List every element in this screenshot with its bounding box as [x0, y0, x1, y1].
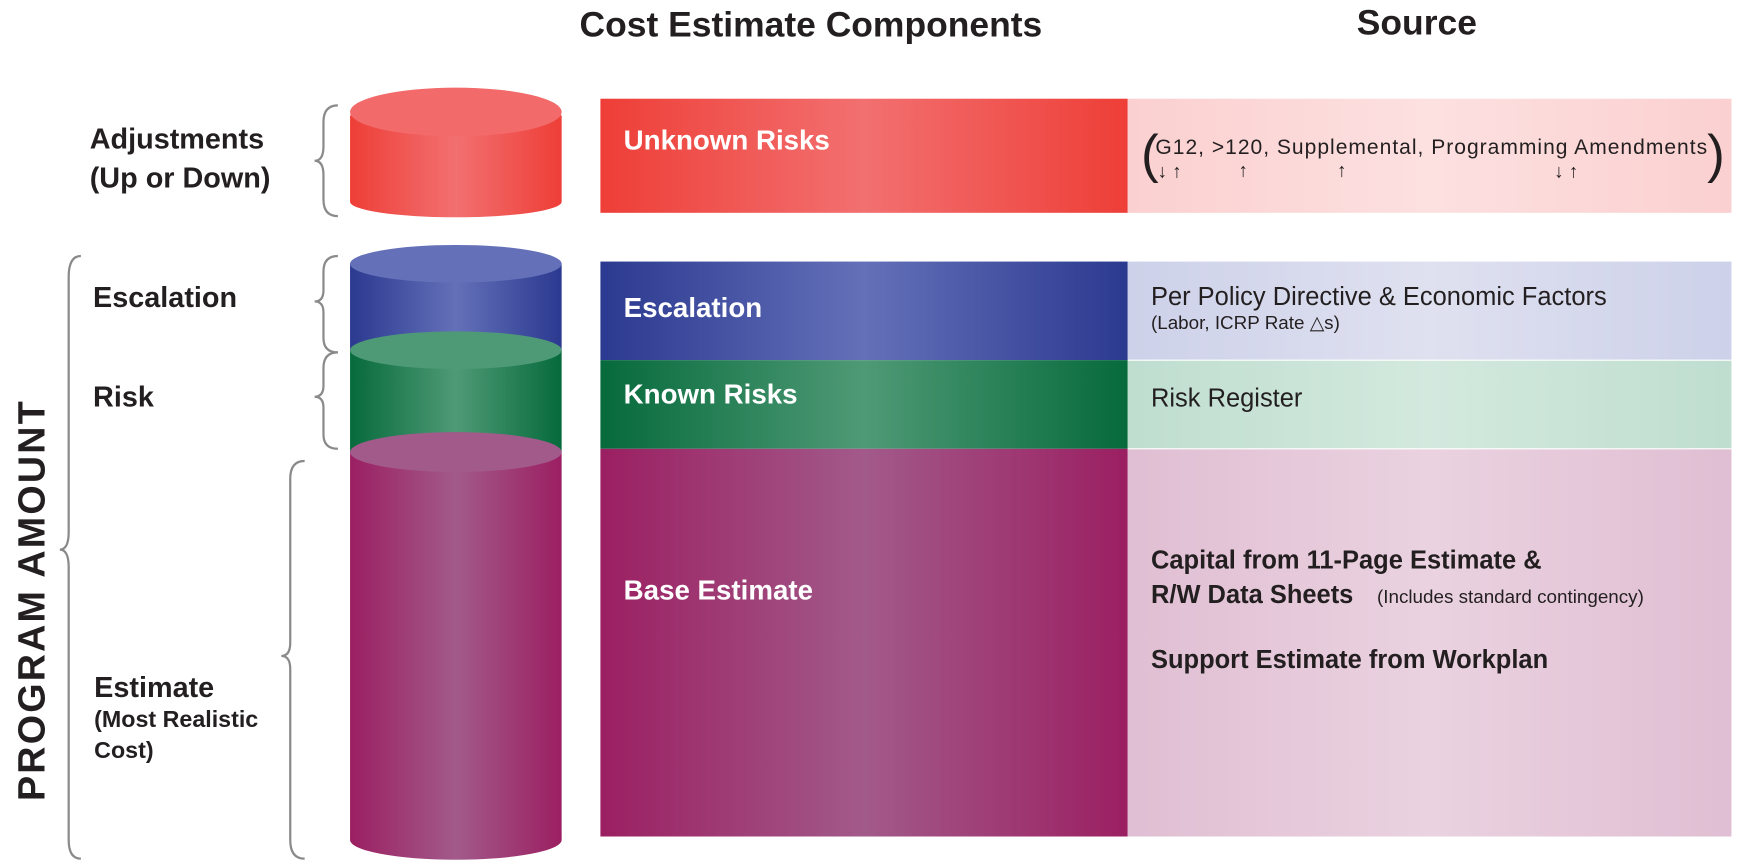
source-text: Risk Register: [1151, 385, 1303, 413]
braces: [59, 104, 338, 860]
paren: (: [1141, 125, 1159, 184]
arrow: ↓ ↑: [1554, 160, 1578, 181]
component-label: Escalation: [624, 292, 763, 323]
arrow: ↑: [1238, 159, 1247, 180]
arrow: ↓ ↑: [1158, 160, 1182, 181]
source-text: Per Policy Directive & Economic Factors: [1151, 283, 1607, 311]
left-label: Estimate: [94, 672, 214, 704]
paren: ): [1707, 125, 1725, 184]
left-label: Cost): [94, 737, 153, 763]
rows: [600, 98, 1732, 837]
source-note: (Labor, ICRP Rate △s): [1151, 312, 1340, 333]
source-note: (Includes standard contingency): [1377, 586, 1644, 607]
left-label: Adjustments: [90, 124, 264, 156]
source-text: Support Estimate from Workplan: [1151, 646, 1548, 674]
cylinders: [350, 87, 562, 860]
left-label: (Most Realistic: [94, 706, 258, 732]
header: Source: [1357, 2, 1477, 42]
left-label: Risk: [93, 382, 155, 414]
header: Cost Estimate Components: [580, 5, 1043, 45]
left-label: (Up or Down): [90, 162, 271, 194]
source-text: G12, >120, Supplemental, Programming Ame…: [1155, 136, 1707, 159]
source-text: R/W Data Sheets: [1151, 581, 1353, 609]
side-label: PROGRAM AMOUNT: [10, 399, 52, 801]
left-label: Escalation: [93, 282, 237, 314]
source-text: Capital from 11-Page Estimate &: [1151, 546, 1542, 574]
arrow: ↑: [1337, 159, 1346, 180]
component-label: Base Estimate: [624, 574, 813, 605]
component-label: Unknown Risks: [624, 125, 830, 156]
component-label: Known Risks: [624, 378, 798, 409]
